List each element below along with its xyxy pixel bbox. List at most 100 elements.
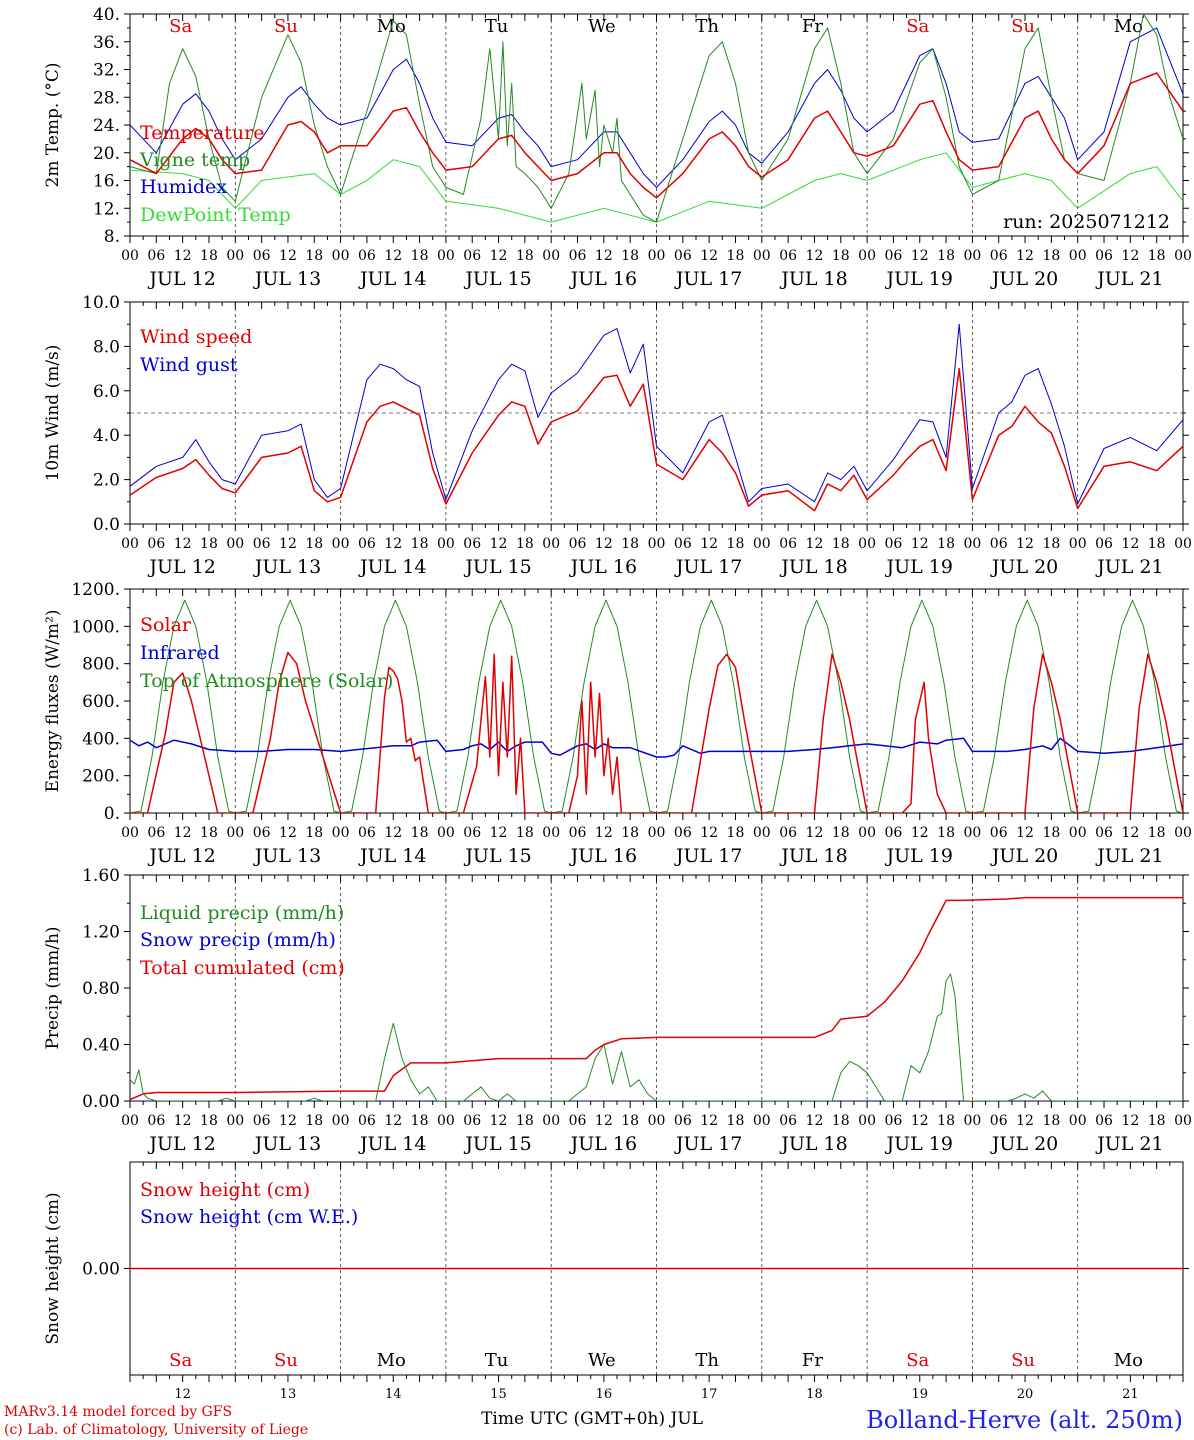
weekday-label: Su (274, 16, 298, 37)
hour-tick-label: 18 (1148, 536, 1166, 552)
legend-entry: DewPoint Temp (140, 204, 291, 226)
hour-tick-label: 06 (253, 1113, 271, 1129)
hour-tick-label: 00 (437, 825, 455, 841)
day-label: JUL 15 (463, 556, 531, 578)
hour-tick-label: 18 (305, 248, 323, 264)
weekday-label: Mo (1114, 1350, 1143, 1371)
series-line-wind-speed (130, 367, 1183, 512)
hour-tick-label: 06 (674, 536, 692, 552)
hour-tick-label: 06 (463, 248, 481, 264)
day-number-label: 21 (1122, 1387, 1139, 1402)
day-number-label: 12 (174, 1387, 191, 1402)
hour-tick-label: 06 (990, 248, 1008, 264)
hour-tick-label: 06 (885, 536, 903, 552)
weekday-label: Su (1011, 1350, 1035, 1371)
hour-tick-label: 06 (569, 825, 587, 841)
day-label: JUL 12 (147, 556, 215, 578)
day-label: JUL 19 (885, 845, 953, 867)
hour-tick-label: 00 (542, 536, 560, 552)
hour-tick-label: 06 (674, 825, 692, 841)
hour-tick-label: 00 (1174, 248, 1192, 264)
hour-tick-label: 06 (990, 536, 1008, 552)
chart-panels: 8. 12. 16. 20. 24. 28. 32. 36. 40. 2m Temp. (°C) 0… (43, 5, 1192, 1402)
weekday-label: Fr (802, 1350, 823, 1371)
series-line-vigne-temp (130, 14, 1183, 223)
day-label: JUL 21 (1095, 268, 1163, 290)
hour-tick-label: 12 (174, 248, 192, 264)
hour-tick-label: 18 (1148, 1113, 1166, 1129)
day-label: JUL 19 (885, 556, 953, 578)
y-tick-label: 0.80 (82, 979, 120, 999)
hour-tick-label: 12 (1016, 825, 1034, 841)
hour-tick-label: 00 (753, 1113, 771, 1129)
hour-tick-label: 06 (358, 1113, 376, 1129)
hour-tick-label: 18 (411, 825, 429, 841)
legend-entry: Wind gust (140, 354, 238, 376)
hour-tick-label: 06 (358, 248, 376, 264)
day-label: JUL 21 (1095, 556, 1163, 578)
hour-tick-label: 00 (648, 825, 666, 841)
hour-tick-label: 06 (569, 536, 587, 552)
hour-tick-label: 12 (700, 1113, 718, 1129)
day-label: JUL 18 (779, 1133, 847, 1155)
y-tick-label: 1000. (71, 617, 120, 637)
panel-energy: 0. 200. 400. 600. 800. 1000. 1200. Energy fluxe… (43, 580, 1192, 867)
y-tick-label: 800. (82, 655, 120, 675)
hour-tick-label: 00 (963, 248, 981, 264)
hour-tick-label: 18 (937, 1113, 955, 1129)
model-credit-line: MARv3.14 model forced by GFS (4, 1404, 232, 1420)
weekday-label: Sa (169, 16, 192, 37)
y-tick-label: 16. (93, 172, 120, 192)
hour-tick-label: 12 (174, 1113, 192, 1129)
hour-tick-label: 12 (490, 1113, 508, 1129)
day-label: JUL 14 (358, 556, 426, 578)
hour-tick-label: 06 (990, 825, 1008, 841)
legend-entry: Liquid precip (mm/h) (140, 902, 344, 924)
day-number-label: 19 (911, 1387, 928, 1402)
hour-tick-label: 06 (569, 1113, 587, 1129)
series-line-liquid-precip-mm-h- (130, 973, 1183, 1101)
day-label: JUL 16 (569, 268, 637, 290)
day-label: JUL 17 (674, 1133, 742, 1155)
weekday-label: Sa (169, 1350, 192, 1371)
day-label: JUL 16 (569, 556, 637, 578)
hour-tick-label: 06 (253, 248, 271, 264)
hour-tick-label: 18 (1042, 825, 1060, 841)
y-tick-label: 8.0 (93, 337, 120, 357)
hour-tick-label: 00 (121, 536, 139, 552)
y-tick-label: 10.0 (82, 293, 120, 313)
y-tick-label: 0.00 (82, 1260, 120, 1280)
hour-tick-label: 12 (279, 825, 297, 841)
hour-tick-label: 00 (226, 248, 244, 264)
hour-tick-label: 18 (411, 1113, 429, 1129)
day-label: JUL 15 (463, 1133, 531, 1155)
hour-tick-label: 18 (200, 536, 218, 552)
hour-tick-label: 12 (700, 248, 718, 264)
hour-tick-label: 06 (674, 1113, 692, 1129)
hour-tick-label: 00 (1174, 1113, 1192, 1129)
legend-entry: Snow height (cm W.E.) (140, 1206, 358, 1228)
hour-tick-label: 00 (437, 536, 455, 552)
hour-tick-label: 06 (147, 248, 165, 264)
hour-tick-label: 12 (595, 536, 613, 552)
hour-tick-label: 00 (542, 248, 560, 264)
hour-tick-label: 00 (332, 1113, 350, 1129)
hour-tick-label: 00 (858, 825, 876, 841)
hour-tick-label: 06 (463, 1113, 481, 1129)
day-number-label: 13 (280, 1387, 297, 1402)
hour-tick-label: 00 (753, 536, 771, 552)
hour-tick-label: 12 (174, 825, 192, 841)
y-tick-label: 28. (93, 88, 120, 108)
y-tick-label: 0. (104, 804, 120, 824)
hour-tick-label: 18 (621, 1113, 639, 1129)
y-tick-label: 20. (93, 144, 120, 164)
weekday-label: Tu (485, 1350, 509, 1371)
run-label: run: 2025071212 (1003, 211, 1170, 233)
time-axis-title: Time UTC (GMT+0h) JUL (481, 1409, 703, 1429)
day-label: JUL 12 (147, 1133, 215, 1155)
y-tick-label: 0.40 (82, 1036, 120, 1056)
hour-tick-label: 12 (384, 825, 402, 841)
hour-tick-label: 18 (621, 825, 639, 841)
legend-entry: Infrared (140, 642, 220, 664)
series-line-solar (130, 651, 1183, 813)
